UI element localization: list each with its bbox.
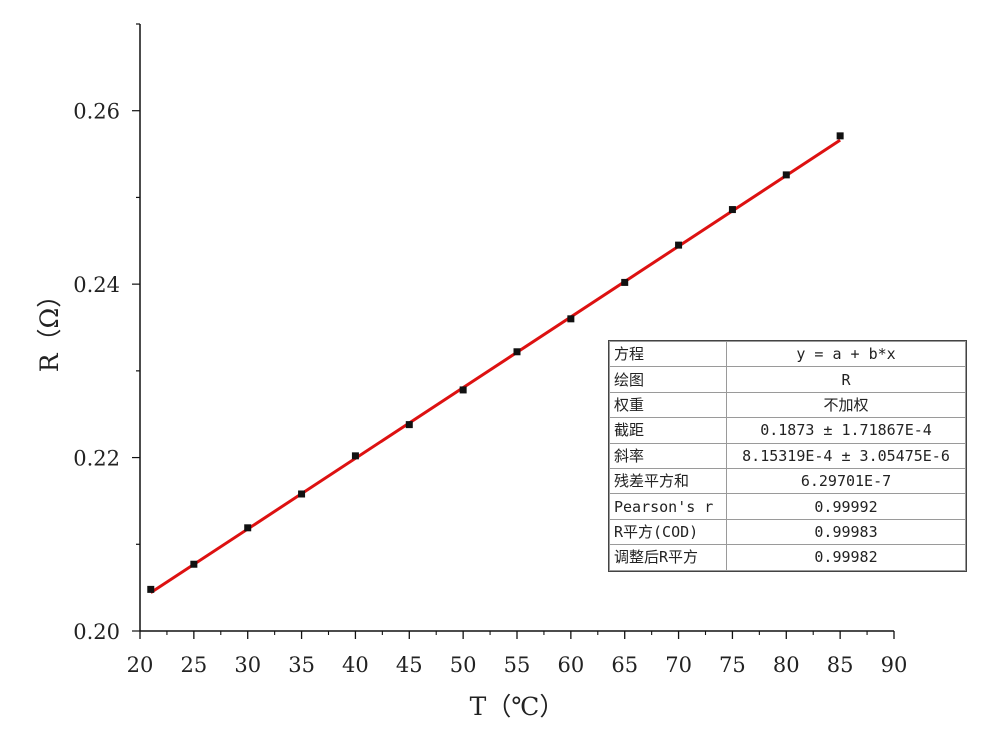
data-point xyxy=(567,315,575,323)
data-point xyxy=(190,560,198,568)
fit-table-value: 0.99992 xyxy=(726,493,966,520)
fit-results-table: 方程 y = a + b*x 绘图 R 权重 不加权 截距 0.1873 ± 1.71867E… xyxy=(608,340,967,572)
x-tick-label: 80 xyxy=(773,653,800,677)
fit-table-value: 0.99982 xyxy=(726,544,966,571)
x-tick-label: 20 xyxy=(127,653,154,677)
x-tick-label: 45 xyxy=(396,653,423,677)
fit-table-key: 绘图 xyxy=(609,366,727,393)
fit-table-key: Pearson's r xyxy=(609,493,727,520)
fit-table-row: R平方(COD) 0.99983 xyxy=(609,518,966,546)
fit-table-row: 截距 0.1873 ± 1.71867E-4 xyxy=(609,417,966,444)
data-point xyxy=(244,524,252,532)
fit-table-row: 残差平方和 6.29701E-7 xyxy=(609,467,966,495)
fit-table-value: 6.29701E-7 xyxy=(726,467,966,495)
fit-table-value: 0.99983 xyxy=(726,518,966,546)
data-point xyxy=(147,585,155,593)
fit-table-value: y = a + b*x xyxy=(726,340,966,368)
data-point xyxy=(621,278,629,286)
x-tick-label: 35 xyxy=(288,653,315,677)
x-tick-label: 60 xyxy=(557,653,584,677)
data-point xyxy=(513,348,521,356)
data-points xyxy=(147,132,844,593)
fit-line xyxy=(149,138,841,594)
y-tick-label: 0.24 xyxy=(73,273,120,297)
x-tick-label: 30 xyxy=(234,653,261,677)
x-tick-label: 70 xyxy=(665,653,692,677)
x-tick-label: 25 xyxy=(180,653,207,677)
fit-table-key: 截距 xyxy=(609,417,727,444)
fit-table-value: 0.1873 ± 1.71867E-4 xyxy=(726,417,966,444)
data-point xyxy=(728,206,736,214)
data-point xyxy=(351,452,359,460)
fit-table-row: 权重 不加权 xyxy=(609,391,966,419)
fit-table-row: 斜率 8.15319E-4 ± 3.05475E-6 xyxy=(609,442,966,469)
x-tick-label: 50 xyxy=(450,653,477,677)
fit-table-key: 斜率 xyxy=(609,442,727,469)
fit-table-row: 方程 y = a + b*x xyxy=(609,340,966,368)
data-point xyxy=(298,490,306,498)
fit-table-key: 调整后R平方 xyxy=(609,544,727,571)
x-axis-label: T（℃） xyxy=(470,692,565,721)
fit-table-key: 残差平方和 xyxy=(609,467,727,495)
data-point xyxy=(675,241,683,249)
fit-table-key: 方程 xyxy=(609,340,727,368)
x-tick-label: 40 xyxy=(342,653,369,677)
data-point xyxy=(405,421,413,429)
y-ticks: 0.20 0.22 0.24 0.26 xyxy=(73,23,140,644)
fit-table-row: 绘图 R xyxy=(609,366,966,393)
data-point xyxy=(836,132,844,140)
fit-line-group xyxy=(149,138,841,594)
x-tick-label: 85 xyxy=(827,653,854,677)
fit-table-value: 8.15319E-4 ± 3.05475E-6 xyxy=(726,442,966,469)
y-tick-label: 0.20 xyxy=(73,620,120,644)
fit-table-key: 权重 xyxy=(609,391,727,419)
fit-table-key: R平方(COD) xyxy=(609,518,727,546)
data-point xyxy=(459,386,467,394)
data-point xyxy=(782,171,790,179)
fit-table-row: 调整后R平方 0.99982 xyxy=(609,544,966,571)
x-tick-label: 55 xyxy=(504,653,531,677)
x-ticks: 20 25 30 35 40 45 50 55 60 65 70 75 80 85 90 xyxy=(127,631,908,677)
x-tick-label: 65 xyxy=(611,653,638,677)
y-axis-label: R（Ω） xyxy=(35,283,64,373)
fit-table-value: 不加权 xyxy=(726,391,966,419)
y-tick-label: 0.26 xyxy=(73,100,120,124)
fit-table-value: R xyxy=(726,366,966,393)
fit-table-row: Pearson's r 0.99992 xyxy=(609,493,966,520)
x-tick-label: 90 xyxy=(881,653,908,677)
x-tick-label: 75 xyxy=(719,653,746,677)
y-tick-label: 0.22 xyxy=(73,447,120,471)
